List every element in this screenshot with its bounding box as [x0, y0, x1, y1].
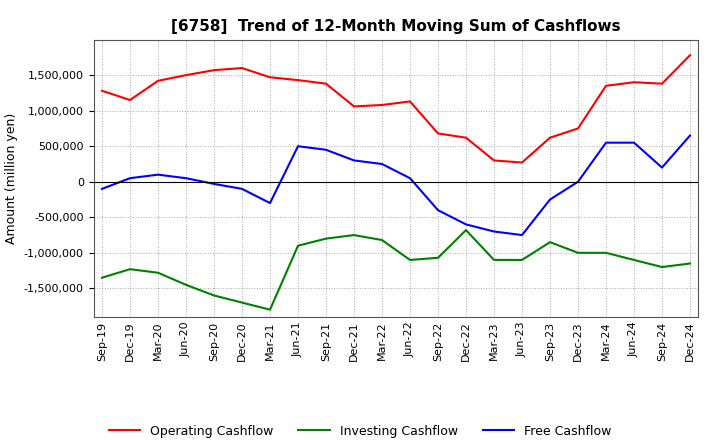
Free Cashflow	[181, 176, 190, 181]
Free Cashflow	[433, 208, 442, 213]
Operating Cashflow	[546, 135, 554, 140]
Investing Cashflow	[518, 257, 526, 263]
Investing Cashflow	[98, 275, 107, 280]
Investing Cashflow	[153, 270, 162, 275]
Operating Cashflow	[602, 83, 611, 88]
Operating Cashflow	[181, 73, 190, 78]
Investing Cashflow	[294, 243, 302, 248]
Investing Cashflow	[126, 267, 135, 272]
Free Cashflow	[518, 232, 526, 238]
Free Cashflow	[462, 222, 470, 227]
Investing Cashflow	[657, 264, 666, 270]
Operating Cashflow	[490, 158, 498, 163]
Investing Cashflow	[574, 250, 582, 256]
Y-axis label: Amount (million yen): Amount (million yen)	[5, 113, 18, 244]
Free Cashflow	[238, 186, 246, 191]
Investing Cashflow	[490, 257, 498, 263]
Operating Cashflow	[294, 77, 302, 83]
Operating Cashflow	[378, 103, 387, 108]
Investing Cashflow	[405, 257, 414, 263]
Investing Cashflow	[322, 236, 330, 241]
Operating Cashflow	[462, 135, 470, 140]
Investing Cashflow	[433, 255, 442, 260]
Free Cashflow	[657, 165, 666, 170]
Free Cashflow	[602, 140, 611, 145]
Free Cashflow	[153, 172, 162, 177]
Operating Cashflow	[350, 104, 359, 109]
Free Cashflow	[546, 197, 554, 202]
Legend: Operating Cashflow, Investing Cashflow, Free Cashflow: Operating Cashflow, Investing Cashflow, …	[104, 420, 616, 440]
Line: Investing Cashflow: Investing Cashflow	[102, 230, 690, 310]
Free Cashflow	[294, 143, 302, 149]
Investing Cashflow	[350, 232, 359, 238]
Operating Cashflow	[518, 160, 526, 165]
Operating Cashflow	[322, 81, 330, 86]
Investing Cashflow	[546, 239, 554, 245]
Operating Cashflow	[126, 97, 135, 103]
Operating Cashflow	[238, 66, 246, 71]
Free Cashflow	[266, 201, 274, 206]
Free Cashflow	[322, 147, 330, 152]
Free Cashflow	[685, 133, 694, 138]
Free Cashflow	[210, 181, 218, 187]
Free Cashflow	[98, 186, 107, 191]
Operating Cashflow	[405, 99, 414, 104]
Free Cashflow	[126, 176, 135, 181]
Operating Cashflow	[657, 81, 666, 86]
Investing Cashflow	[630, 257, 639, 263]
Line: Free Cashflow: Free Cashflow	[102, 136, 690, 235]
Operating Cashflow	[685, 53, 694, 58]
Investing Cashflow	[266, 307, 274, 312]
Operating Cashflow	[98, 88, 107, 93]
Investing Cashflow	[181, 282, 190, 287]
Operating Cashflow	[630, 80, 639, 85]
Line: Operating Cashflow: Operating Cashflow	[102, 55, 690, 162]
Title: [6758]  Trend of 12-Month Moving Sum of Cashflows: [6758] Trend of 12-Month Moving Sum of C…	[171, 19, 621, 34]
Investing Cashflow	[210, 293, 218, 298]
Operating Cashflow	[153, 78, 162, 84]
Investing Cashflow	[685, 261, 694, 266]
Investing Cashflow	[378, 238, 387, 243]
Free Cashflow	[630, 140, 639, 145]
Free Cashflow	[574, 179, 582, 184]
Operating Cashflow	[574, 126, 582, 131]
Investing Cashflow	[462, 227, 470, 233]
Free Cashflow	[405, 176, 414, 181]
Operating Cashflow	[210, 67, 218, 73]
Investing Cashflow	[602, 250, 611, 256]
Free Cashflow	[490, 229, 498, 234]
Operating Cashflow	[433, 131, 442, 136]
Investing Cashflow	[238, 300, 246, 305]
Free Cashflow	[350, 158, 359, 163]
Operating Cashflow	[266, 75, 274, 80]
Free Cashflow	[378, 161, 387, 167]
